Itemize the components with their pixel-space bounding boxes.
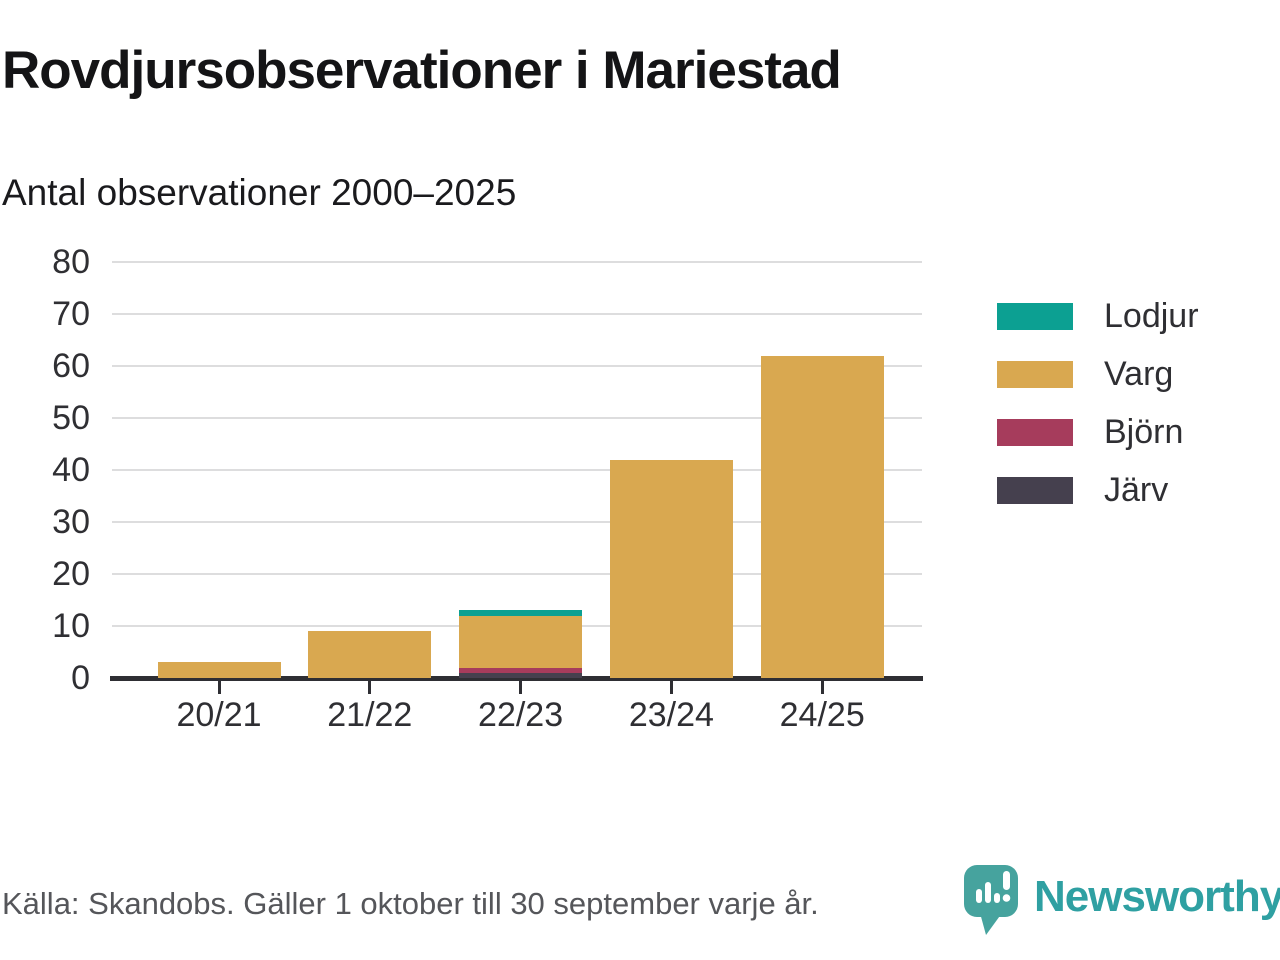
- gridline-y-30: [112, 521, 922, 523]
- chart-title: Rovdjursobservationer i Mariestad: [2, 41, 842, 100]
- bar-segment-varg: [308, 631, 432, 678]
- y-tick-label: 70: [52, 295, 90, 333]
- x-tick: [669, 681, 673, 694]
- y-tick-label: 20: [52, 555, 90, 593]
- x-tick: [820, 681, 824, 694]
- legend-item-varg: Varg: [997, 355, 1199, 393]
- y-tick-label: 10: [52, 607, 90, 645]
- y-tick-label: 0: [71, 659, 90, 697]
- legend-swatch-lodjur: [997, 303, 1073, 330]
- x-tick: [217, 681, 221, 694]
- bar-segment-varg: [609, 459, 733, 678]
- x-tick: [519, 681, 523, 694]
- legend-item-lodjur: Lodjur: [997, 297, 1199, 335]
- x-tick-label: 20/21: [176, 696, 262, 734]
- legend-label-varg: Varg: [1104, 355, 1174, 393]
- gridline-y-40: [112, 469, 922, 471]
- gridline-y-80: [112, 261, 922, 263]
- bar-segment-bjorn: [459, 667, 583, 673]
- chart-subtitle: Antal observationer 2000–2025: [2, 172, 517, 213]
- bar-segment-varg: [760, 355, 884, 678]
- legend-label-jarv: Järv: [1104, 471, 1169, 509]
- y-tick-label: 80: [52, 243, 90, 281]
- gridline-y-70: [112, 313, 922, 315]
- gridline-y-20: [112, 573, 922, 575]
- x-axis-line: [110, 676, 923, 681]
- legend-swatch-varg: [997, 361, 1073, 388]
- legend-swatch-jarv: [997, 477, 1073, 504]
- bar-segment-lodjur: [459, 610, 583, 616]
- bar-segment-varg: [459, 615, 583, 668]
- x-tick: [368, 681, 372, 694]
- y-tick-label: 40: [52, 451, 90, 489]
- source-note: Källa: Skandobs. Gäller 1 oktober till 3…: [2, 886, 819, 921]
- legend-swatch-bjorn: [997, 419, 1073, 446]
- newsworthy-logo-icon: [964, 865, 1018, 935]
- x-tick-label: 22/23: [478, 696, 564, 734]
- gridline-y-50: [112, 417, 922, 419]
- legend: Lodjur Varg Björn Järv: [997, 297, 1199, 535]
- legend-item-jarv: Järv: [997, 471, 1199, 509]
- y-tick-label: 30: [52, 503, 90, 541]
- bar-segment-jarv: [459, 672, 583, 678]
- newsworthy-wordmark: Newsworthy: [1034, 872, 1280, 921]
- bar-segment-varg: [157, 662, 281, 678]
- x-tick-label: 24/25: [779, 696, 865, 734]
- legend-label-bjorn: Björn: [1104, 413, 1184, 451]
- legend-label-lodjur: Lodjur: [1104, 297, 1199, 335]
- x-tick-label: 21/22: [327, 696, 413, 734]
- x-tick-label: 23/24: [628, 696, 714, 734]
- legend-item-bjorn: Björn: [997, 413, 1199, 451]
- y-tick-label: 50: [52, 399, 90, 437]
- gridline-y-60: [112, 365, 922, 367]
- y-tick-label: 60: [52, 347, 90, 385]
